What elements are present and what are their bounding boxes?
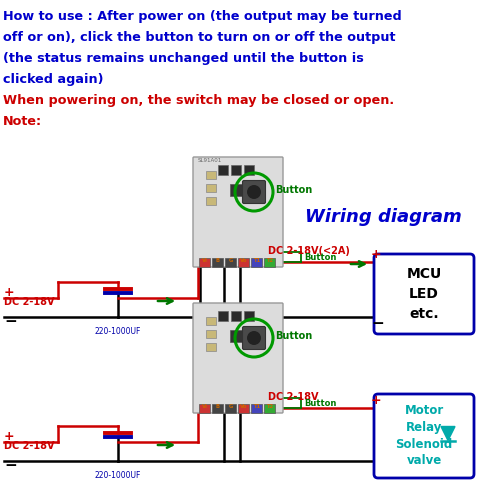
FancyBboxPatch shape <box>242 326 265 349</box>
Text: DC 2-18V: DC 2-18V <box>4 297 55 307</box>
Text: Button: Button <box>275 185 312 195</box>
FancyBboxPatch shape <box>244 165 254 175</box>
Text: MCU: MCU <box>407 267 442 281</box>
Polygon shape <box>441 427 455 441</box>
Text: Wiring diagram: Wiring diagram <box>305 208 462 226</box>
FancyBboxPatch shape <box>244 330 257 342</box>
FancyBboxPatch shape <box>225 258 236 267</box>
Text: Motor: Motor <box>404 404 444 417</box>
Text: −: − <box>4 314 17 329</box>
FancyBboxPatch shape <box>218 311 228 321</box>
FancyBboxPatch shape <box>212 404 223 413</box>
FancyBboxPatch shape <box>206 171 216 179</box>
FancyBboxPatch shape <box>251 258 262 267</box>
FancyBboxPatch shape <box>199 404 210 413</box>
Text: DC 2-18V(<2A): DC 2-18V(<2A) <box>268 246 350 256</box>
FancyBboxPatch shape <box>218 165 228 175</box>
Text: Button: Button <box>304 252 336 262</box>
FancyBboxPatch shape <box>206 197 216 205</box>
Text: valve: valve <box>407 455 442 468</box>
Text: clicked again): clicked again) <box>3 73 104 86</box>
Text: B: B <box>216 259 219 264</box>
Text: Button: Button <box>304 398 336 408</box>
Text: G: G <box>228 405 233 409</box>
Text: Vo: Vo <box>240 405 247 409</box>
Text: −: − <box>4 458 17 473</box>
Text: Note:: Note: <box>3 115 42 128</box>
Text: T1: T1 <box>253 259 260 264</box>
FancyBboxPatch shape <box>231 311 241 321</box>
Text: Solenoid: Solenoid <box>396 437 453 451</box>
FancyBboxPatch shape <box>374 394 474 478</box>
Text: Vi: Vi <box>202 259 207 264</box>
FancyBboxPatch shape <box>225 404 236 413</box>
Text: +: + <box>371 394 382 407</box>
FancyBboxPatch shape <box>251 404 262 413</box>
Text: −: − <box>371 315 384 331</box>
Text: T1: T1 <box>253 405 260 409</box>
Text: Vo: Vo <box>240 259 247 264</box>
Text: 220-1000UF: 220-1000UF <box>95 326 141 336</box>
Text: +: + <box>371 248 382 261</box>
FancyBboxPatch shape <box>193 157 283 267</box>
FancyBboxPatch shape <box>199 258 210 267</box>
FancyBboxPatch shape <box>206 343 216 351</box>
FancyBboxPatch shape <box>206 184 216 192</box>
Text: off or on), click the button to turn on or off the output: off or on), click the button to turn on … <box>3 31 396 44</box>
FancyBboxPatch shape <box>374 254 474 334</box>
Text: How to use : After power on (the output may be turned: How to use : After power on (the output … <box>3 10 402 23</box>
Text: T2: T2 <box>266 259 273 264</box>
Circle shape <box>247 331 261 345</box>
FancyBboxPatch shape <box>264 258 275 267</box>
FancyBboxPatch shape <box>206 330 216 338</box>
FancyBboxPatch shape <box>264 404 275 413</box>
FancyBboxPatch shape <box>230 330 243 342</box>
Text: G: G <box>228 259 233 264</box>
Text: B: B <box>216 405 219 409</box>
Text: T2: T2 <box>266 405 273 409</box>
FancyBboxPatch shape <box>206 317 216 325</box>
Text: SL91A01: SL91A01 <box>198 157 222 163</box>
Text: Button: Button <box>275 331 312 341</box>
Text: DC 2-18V: DC 2-18V <box>4 441 55 451</box>
FancyBboxPatch shape <box>242 180 265 204</box>
FancyBboxPatch shape <box>212 258 223 267</box>
Text: Vi: Vi <box>202 405 207 409</box>
Text: 220-1000UF: 220-1000UF <box>95 470 141 480</box>
Text: Relay: Relay <box>406 420 442 433</box>
Text: LED: LED <box>409 287 439 301</box>
FancyBboxPatch shape <box>244 311 254 321</box>
FancyBboxPatch shape <box>231 165 241 175</box>
Text: etc.: etc. <box>409 307 439 321</box>
Text: When powering on, the switch may be closed or open.: When powering on, the switch may be clos… <box>3 94 394 107</box>
Text: +: + <box>4 286 14 299</box>
FancyBboxPatch shape <box>238 258 249 267</box>
FancyBboxPatch shape <box>193 303 283 413</box>
Text: (the status remains unchanged until the button is: (the status remains unchanged until the … <box>3 52 364 65</box>
Text: +: + <box>4 430 14 443</box>
FancyBboxPatch shape <box>238 404 249 413</box>
Circle shape <box>247 185 261 199</box>
FancyBboxPatch shape <box>244 184 257 196</box>
FancyBboxPatch shape <box>230 184 243 196</box>
Text: DC 2-18V: DC 2-18V <box>268 392 319 402</box>
